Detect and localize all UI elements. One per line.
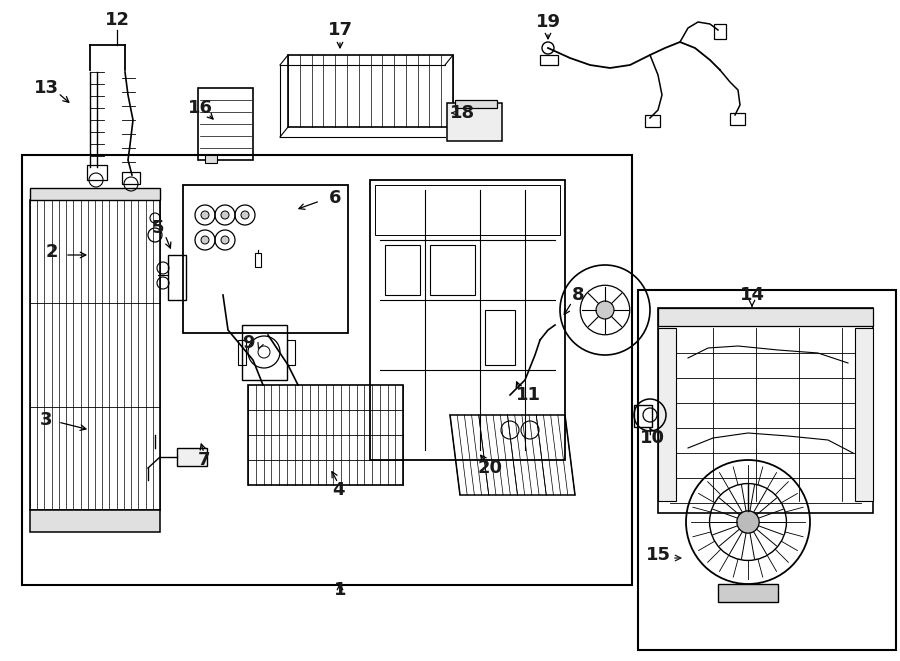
Bar (634, 405, 652, 427)
Bar (22, 155, 632, 585)
Bar (658, 308, 873, 326)
Bar (287, 340, 295, 365)
Bar (87, 165, 107, 180)
Bar (122, 172, 140, 184)
Bar (455, 100, 497, 108)
Bar (430, 245, 475, 295)
Text: 9: 9 (242, 334, 254, 352)
Circle shape (596, 301, 614, 319)
Bar (855, 328, 873, 501)
Bar (205, 155, 217, 163)
Text: 11: 11 (516, 386, 541, 404)
Text: 6: 6 (328, 189, 341, 207)
Circle shape (201, 211, 209, 219)
Bar (183, 185, 348, 333)
Bar (658, 328, 676, 501)
Bar (658, 308, 873, 513)
Bar (238, 340, 246, 365)
Bar (375, 185, 560, 235)
Bar (645, 115, 660, 127)
Bar (485, 310, 515, 365)
Text: 17: 17 (328, 21, 353, 39)
Bar (718, 584, 778, 602)
Text: 4: 4 (332, 481, 344, 499)
Circle shape (221, 211, 229, 219)
Bar (385, 245, 420, 295)
Bar (255, 253, 261, 267)
Bar (288, 55, 453, 127)
Circle shape (737, 511, 760, 533)
Bar (540, 55, 558, 65)
Bar (248, 385, 403, 485)
Text: 18: 18 (449, 104, 474, 122)
Text: 8: 8 (572, 286, 584, 304)
Text: 16: 16 (187, 99, 212, 117)
Bar (730, 113, 745, 125)
Circle shape (201, 236, 209, 244)
Text: 14: 14 (740, 286, 764, 304)
Bar (30, 510, 160, 532)
Text: 15: 15 (645, 546, 670, 564)
Text: 3: 3 (40, 411, 52, 429)
Bar (177, 448, 207, 466)
Bar (30, 200, 160, 510)
Text: 5: 5 (152, 219, 164, 237)
Text: 20: 20 (478, 459, 502, 477)
Text: 7: 7 (198, 451, 211, 469)
Bar (198, 88, 253, 160)
Bar (447, 103, 502, 141)
Bar (242, 325, 287, 380)
Bar (714, 24, 726, 39)
Circle shape (221, 236, 229, 244)
Text: 2: 2 (46, 243, 58, 261)
Text: 19: 19 (536, 13, 561, 31)
Bar (168, 255, 186, 300)
Bar (30, 188, 160, 200)
Bar (370, 180, 565, 460)
Circle shape (241, 211, 249, 219)
Text: 1: 1 (334, 581, 346, 599)
Text: 10: 10 (640, 429, 664, 447)
Text: 13: 13 (33, 79, 58, 97)
Text: 12: 12 (104, 11, 130, 29)
Bar (638, 290, 896, 650)
